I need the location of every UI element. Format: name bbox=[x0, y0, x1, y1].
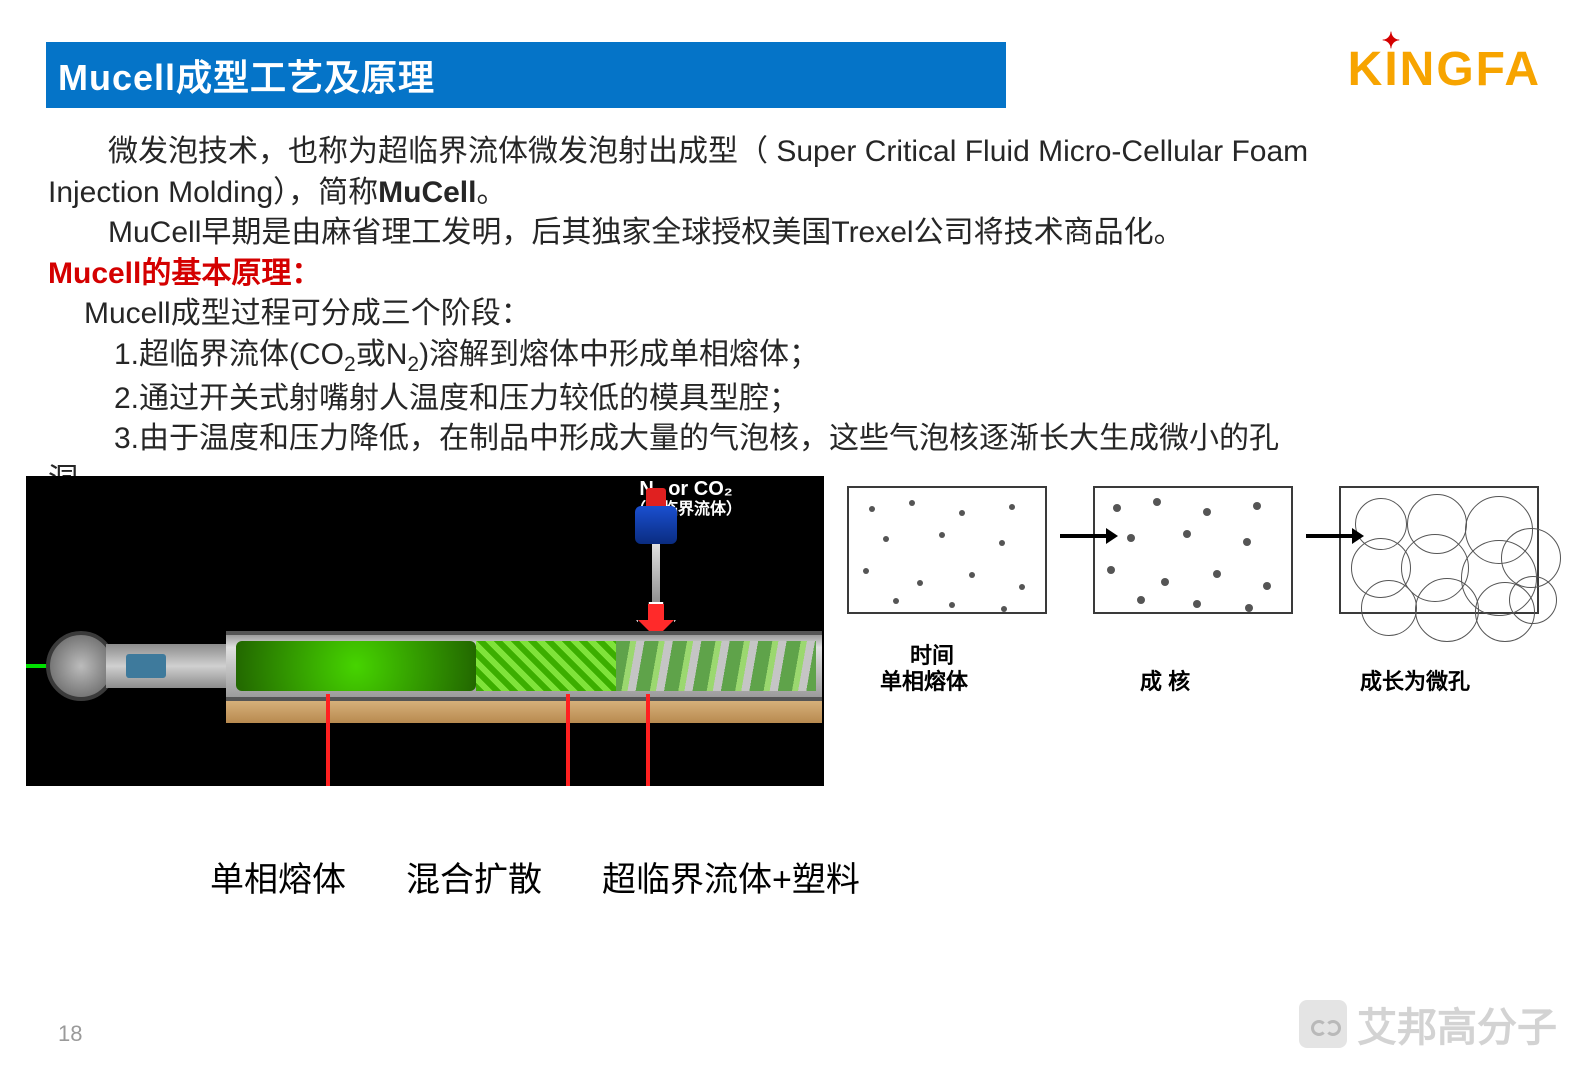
mixing-zone bbox=[476, 641, 616, 691]
nucleus-dot bbox=[863, 568, 869, 574]
stage1-label: 单相熔体 bbox=[880, 664, 968, 696]
logo-star-icon: ✦ bbox=[1382, 28, 1402, 54]
callout-labels: 单相熔体 混合扩散 超临界流体+塑料 bbox=[210, 852, 860, 901]
micro-cell-ring bbox=[1509, 576, 1557, 624]
single-phase-melt bbox=[236, 641, 476, 691]
cell-growth-diagram: 时间 单相熔体 成 核 成长为微孔 bbox=[824, 476, 1562, 786]
cell-box-1 bbox=[847, 486, 1047, 614]
stage2-label: 成 核 bbox=[1140, 664, 1190, 696]
logo-i: ✦I bbox=[1384, 42, 1399, 97]
cell-pane-3 bbox=[1339, 486, 1539, 614]
slide: Mucell成型工艺及原理 K✦INGFA 微发泡技术，也称为超临界流体微发泡射… bbox=[0, 0, 1587, 1077]
cell-pane-1 bbox=[847, 486, 1047, 614]
step1-a: 1.超临界流体(CO bbox=[114, 338, 344, 371]
nucleus-dot bbox=[883, 536, 889, 542]
micro-cell-ring bbox=[1415, 578, 1479, 642]
p1b-bold: MuCell bbox=[378, 176, 476, 209]
nucleus-dot bbox=[1113, 504, 1121, 512]
arrow-1-icon bbox=[1060, 534, 1108, 538]
nucleus-dot bbox=[917, 580, 923, 586]
paragraph-2: MuCell早期是由麻省理工发明，后其独家全球授权美国Trexel公司将技术商品… bbox=[48, 213, 1548, 254]
nucleus-dot bbox=[1001, 606, 1007, 612]
step-1: 1.超临界流体(CO2或N2)溶解到熔体中形成单相熔体； bbox=[48, 335, 1548, 379]
nucleus-dot bbox=[969, 572, 975, 578]
cell-box-3 bbox=[1339, 486, 1539, 614]
nucleus-dot bbox=[909, 500, 915, 506]
nucleus-dot bbox=[893, 598, 899, 604]
cell-pane-2 bbox=[1093, 486, 1293, 614]
principle-heading: Mucell的基本原理： bbox=[48, 254, 1548, 295]
nucleus-dot bbox=[1137, 596, 1145, 604]
nucleus-dot bbox=[939, 532, 945, 538]
nucleus-dot bbox=[1161, 578, 1169, 586]
nucleus-dot bbox=[959, 510, 965, 516]
sub-2b: 2 bbox=[407, 353, 419, 376]
paragraph-3: Mucell成型过程可分成三个阶段： bbox=[48, 294, 1548, 335]
screw-scf-zone bbox=[616, 641, 816, 691]
nucleus-dot bbox=[1193, 600, 1201, 608]
nucleus-dot bbox=[1243, 538, 1251, 546]
barrel-base bbox=[226, 701, 822, 723]
body-text: 微发泡技术，也称为超临界流体微发泡射出成型（ Super Critical Fl… bbox=[48, 132, 1548, 500]
callout-label-2: 混合扩散 bbox=[406, 852, 542, 901]
diagram-zone: N₂ or CO₂ （超临界流体） bbox=[26, 476, 1562, 786]
nucleus-dot bbox=[999, 540, 1005, 546]
nucleus-dot bbox=[1203, 508, 1211, 516]
paragraph-1b: Injection Molding），简称MuCell。 bbox=[48, 173, 1548, 214]
nucleus-dot bbox=[1245, 604, 1253, 612]
paragraph-1a: 微发泡技术，也称为超临界流体微发泡射出成型（ Super Critical Fl… bbox=[48, 132, 1548, 173]
callout-arrow-2 bbox=[566, 694, 570, 786]
step1-b: 或N bbox=[356, 338, 408, 371]
callout-label-3: 超临界流体+塑料 bbox=[602, 852, 860, 901]
wechat-icon bbox=[1299, 1000, 1347, 1048]
nozzle-assembly bbox=[46, 626, 226, 706]
nucleus-dot bbox=[1127, 534, 1135, 542]
cell-box-2 bbox=[1093, 486, 1293, 614]
page-number: 18 bbox=[58, 1021, 82, 1047]
kingfa-logo: K✦INGFA bbox=[1348, 42, 1541, 97]
nucleus-dot bbox=[949, 602, 955, 608]
arrow-2-icon bbox=[1306, 534, 1354, 538]
logo-k: K bbox=[1348, 42, 1385, 97]
nucleus-dot bbox=[1183, 530, 1191, 538]
callout-arrow-1 bbox=[326, 694, 330, 786]
nozzle-body bbox=[106, 644, 226, 688]
title-bar: Mucell成型工艺及原理 bbox=[46, 42, 1006, 108]
sub-2a: 2 bbox=[344, 353, 356, 376]
step-3: 3.由于温度和压力降低，在制品中形成大量的气泡核，这些气泡核逐渐长大生成微小的孔 bbox=[48, 419, 1548, 460]
callout-label-1: 单相熔体 bbox=[210, 852, 346, 901]
injector-cap bbox=[646, 488, 666, 506]
machine-cutaway: N₂ or CO₂ （超临界流体） bbox=[26, 476, 824, 786]
nucleus-dot bbox=[1263, 582, 1271, 590]
stage3-label: 成长为微孔 bbox=[1360, 664, 1470, 696]
injector-body bbox=[635, 506, 677, 544]
p1b-lead: Injection Molding），简称 bbox=[48, 176, 378, 209]
watermark: 艾邦高分子 bbox=[1299, 995, 1557, 1053]
micro-cell-ring bbox=[1361, 580, 1417, 636]
nucleus-dot bbox=[1213, 570, 1221, 578]
step1-c: )溶解到熔体中形成单相熔体； bbox=[419, 338, 819, 371]
step-2: 2.通过开关式射嘴射人温度和压力较低的模具型腔； bbox=[48, 379, 1548, 420]
slide-title: Mucell成型工艺及原理 bbox=[58, 49, 435, 101]
nucleus-dot bbox=[1253, 502, 1261, 510]
nucleus-dot bbox=[1153, 498, 1161, 506]
nucleus-dot bbox=[1107, 566, 1115, 574]
nucleus-dot bbox=[1019, 584, 1025, 590]
logo-rest: NGFA bbox=[1400, 42, 1541, 97]
callout-arrow-3 bbox=[646, 694, 650, 786]
watermark-text: 艾邦高分子 bbox=[1357, 995, 1557, 1053]
nucleus-dot bbox=[869, 506, 875, 512]
p1b-end: 。 bbox=[476, 176, 506, 209]
nucleus-dot bbox=[1009, 504, 1015, 510]
